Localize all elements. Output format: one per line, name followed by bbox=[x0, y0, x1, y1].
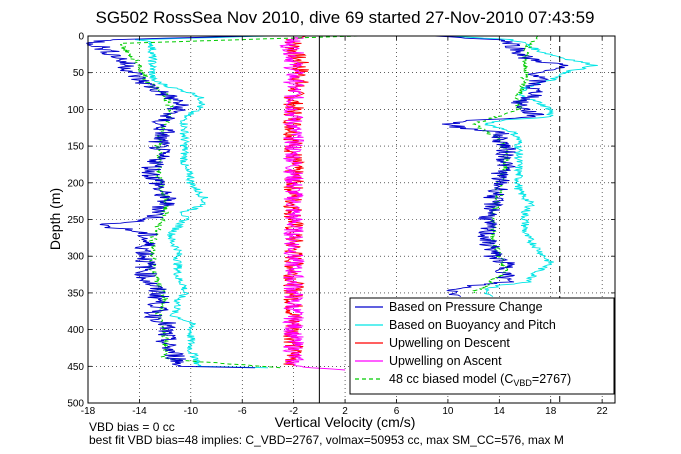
x-tick-label: 22 bbox=[597, 406, 609, 417]
legend-label: 48 cc biased model (CVBD=2767) bbox=[389, 372, 571, 388]
legend-label: Based on Buoyancy and Pitch bbox=[389, 318, 556, 332]
x-tick-label: -6 bbox=[238, 406, 247, 417]
x-tick-label: -14 bbox=[132, 406, 147, 417]
y-tick-label: 250 bbox=[67, 215, 84, 226]
legend-box bbox=[349, 297, 615, 395]
x-tick-label: 6 bbox=[394, 406, 400, 417]
y-tick-label: 200 bbox=[67, 178, 84, 189]
x-tick-label: 14 bbox=[494, 406, 506, 417]
series-upwelling-ascent bbox=[279, 36, 346, 371]
legend-label: Upwelling on Descent bbox=[389, 336, 510, 350]
footer-line-1: VBD bias = 0 cc bbox=[89, 420, 175, 434]
y-tick-label: 0 bbox=[78, 32, 84, 43]
x-tick-label: -2 bbox=[289, 406, 298, 417]
legend-label: Upwelling on Ascent bbox=[389, 354, 502, 368]
x-tick-label: 10 bbox=[442, 406, 454, 417]
tick-labels: -18 -14 -10 -6 -2 2 6 10 14 18 22 0 50 100 150 200 250 30… bbox=[67, 32, 615, 417]
series-buoyancy-ascent bbox=[447, 35, 598, 297]
x-axis-label: Vertical Velocity (cm/s) bbox=[275, 414, 416, 430]
y-tick-label: 300 bbox=[67, 252, 84, 263]
y-axis-label: Depth (m) bbox=[47, 188, 63, 250]
legend-label: Based on Pressure Change bbox=[389, 300, 543, 314]
y-tick-label: 150 bbox=[67, 142, 84, 153]
series-buoyancy-descent bbox=[134, 35, 269, 369]
chart-title: SG502 RossSea Nov 2010, dive 69 started … bbox=[96, 8, 595, 27]
y-tick-label: 450 bbox=[67, 362, 84, 373]
footer-line-2: best fit VBD bias=48 implies: C_VBD=2767… bbox=[89, 433, 564, 447]
series-pressure-ascent bbox=[434, 35, 569, 297]
x-tick-label: -10 bbox=[184, 406, 199, 417]
y-tick-label: 100 bbox=[67, 105, 84, 116]
x-tick-label: -18 bbox=[81, 406, 96, 417]
x-tick-label: 2 bbox=[342, 406, 348, 417]
y-tick-label: 350 bbox=[67, 288, 84, 299]
series-pressure-descent bbox=[86, 35, 256, 369]
y-tick-label: 400 bbox=[67, 325, 84, 336]
data-series bbox=[86, 35, 598, 371]
x-tick-label: 18 bbox=[545, 406, 557, 417]
y-tick-label: 500 bbox=[67, 399, 84, 410]
legend: Based on Pressure Change Based on Buoyanc… bbox=[349, 297, 615, 395]
y-tick-label: 50 bbox=[73, 68, 85, 79]
